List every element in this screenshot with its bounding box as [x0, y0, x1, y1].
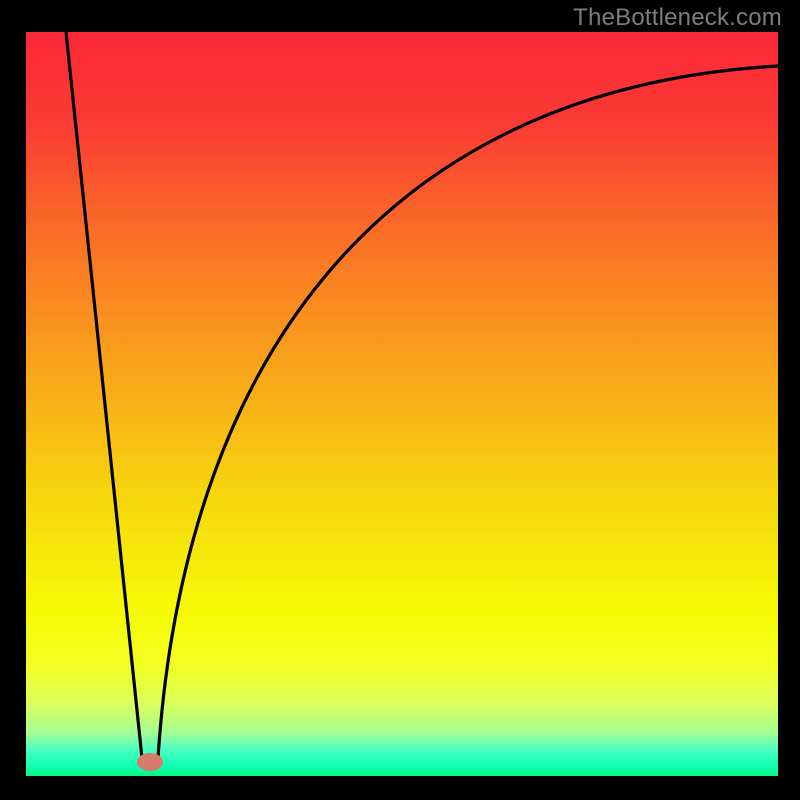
chart-svg [26, 32, 778, 776]
chart-frame: TheBottleneck.com [0, 0, 800, 800]
watermark-text: TheBottleneck.com [573, 4, 782, 32]
plot-area [26, 32, 778, 776]
gradient-background [26, 32, 778, 776]
min-marker [137, 753, 163, 771]
